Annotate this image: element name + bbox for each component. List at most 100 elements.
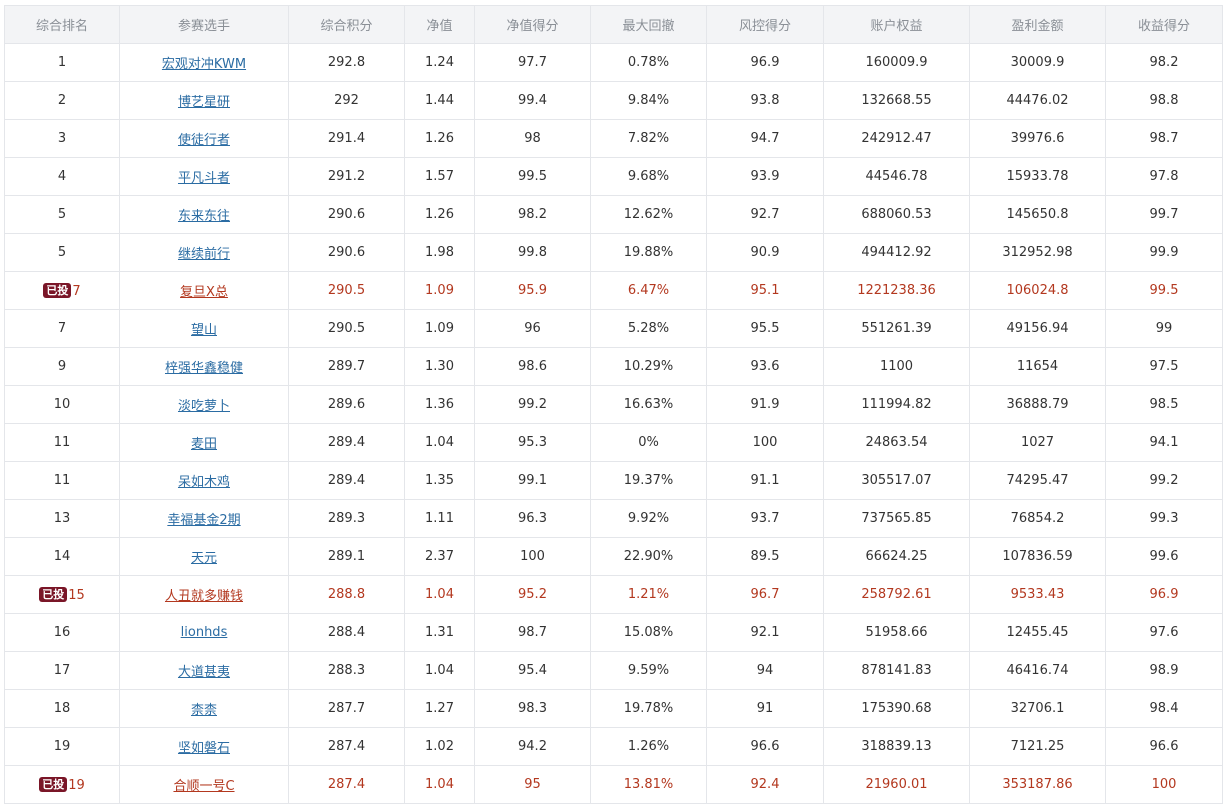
profit-cell: 15933.78 [969, 157, 1106, 196]
nav-score-cell: 95.3 [474, 423, 591, 462]
player-cell: 淡吃萝卜 [119, 385, 289, 424]
nav-cell: 1.09 [404, 271, 475, 310]
equity-cell: 160009.9 [823, 43, 970, 82]
profit-cell: 312952.98 [969, 233, 1106, 272]
player-link[interactable]: 麦田 [190, 437, 217, 452]
nav-score-cell: 99.8 [474, 233, 591, 272]
header-score[interactable]: 综合积分 [288, 5, 405, 44]
player-cell: 梓强华鑫稳健 [119, 347, 289, 386]
score-cell: 291.4 [288, 119, 405, 158]
rank-value: 5 [57, 245, 67, 260]
player-link[interactable]: 博艺星研 [177, 95, 230, 110]
header-player[interactable]: 参赛选手 [119, 5, 289, 44]
player-link[interactable]: 合顺一号C [173, 779, 235, 794]
rank-value: 14 [53, 549, 71, 564]
profit-cell: 36888.79 [969, 385, 1106, 424]
max-drawdown-cell: 1.26% [590, 727, 707, 766]
risk-score-cell: 92.4 [706, 765, 824, 804]
score-cell: 290.6 [288, 233, 405, 272]
score-cell: 289.7 [288, 347, 405, 386]
max-drawdown-cell: 0% [590, 423, 707, 462]
player-link[interactable]: 宏观对冲KWM [161, 57, 247, 72]
return-score-cell: 94.1 [1105, 423, 1223, 462]
risk-score-cell: 92.7 [706, 195, 824, 234]
nav-score-cell: 99.4 [474, 81, 591, 120]
player-cell: 博艺星研 [119, 81, 289, 120]
player-cell: 平凡斗者 [119, 157, 289, 196]
equity-cell: 551261.39 [823, 309, 970, 348]
profit-cell: 145650.8 [969, 195, 1106, 234]
max-drawdown-cell: 10.29% [590, 347, 707, 386]
player-link[interactable]: 望山 [190, 323, 217, 338]
player-link[interactable]: 幸福基金2期 [167, 513, 241, 528]
score-cell: 289.4 [288, 423, 405, 462]
table-body: 1 宏观对冲KWM 292.8 1.24 97.7 0.78% 96.9 160009.9 30… [4, 43, 1223, 804]
header-profit[interactable]: 盈利金额 [969, 5, 1106, 44]
table-row: 5 继续前行 290.6 1.98 99.8 19.88% 90.9 494412.92 312… [4, 233, 1223, 272]
table-row: 13 幸福基金2期 289.3 1.11 96.3 9.92% 93.7 737565.85 7… [4, 499, 1223, 538]
return-score-cell: 99.9 [1105, 233, 1223, 272]
header-equity[interactable]: 账户权益 [823, 5, 970, 44]
player-link[interactable]: 东来东往 [177, 209, 230, 224]
header-rank[interactable]: 综合排名 [4, 5, 120, 44]
header-risk-score[interactable]: 风控得分 [706, 5, 824, 44]
player-cell: 柰柰 [119, 689, 289, 728]
equity-cell: 1221238.36 [823, 271, 970, 310]
equity-cell: 24863.54 [823, 423, 970, 462]
risk-score-cell: 96.7 [706, 575, 824, 614]
table-row: 已投 15 人丑就多赚钱 288.8 1.04 95.2 1.21% 96.7 258792.6… [4, 575, 1223, 614]
player-link[interactable]: 使徒行者 [177, 133, 230, 148]
profit-cell: 12455.45 [969, 613, 1106, 652]
player-link[interactable]: 大道甚夷 [177, 665, 230, 680]
player-link[interactable]: 平凡斗者 [177, 171, 230, 186]
player-link[interactable]: 梓强华鑫稳健 [164, 361, 243, 376]
player-link[interactable]: 复旦X总 [180, 285, 228, 300]
player-link[interactable]: lionhds [180, 625, 228, 640]
rank-value: 9 [57, 359, 67, 374]
nav-score-cell: 100 [474, 537, 591, 576]
equity-cell: 688060.53 [823, 195, 970, 234]
player-link[interactable]: 柰柰 [190, 703, 217, 718]
rank-value: 11 [53, 435, 71, 450]
nav-score-cell: 98 [474, 119, 591, 158]
return-score-cell: 98.7 [1105, 119, 1223, 158]
rank-cell: 5 [4, 233, 120, 272]
profit-cell: 353187.86 [969, 765, 1106, 804]
player-cell: 使徒行者 [119, 119, 289, 158]
nav-cell: 1.27 [404, 689, 475, 728]
header-nav-score[interactable]: 净值得分 [474, 5, 591, 44]
score-cell: 292 [288, 81, 405, 120]
return-score-cell: 99.7 [1105, 195, 1223, 234]
max-drawdown-cell: 19.88% [590, 233, 707, 272]
risk-score-cell: 91.1 [706, 461, 824, 500]
player-link[interactable]: 呆如木鸡 [177, 475, 230, 490]
max-drawdown-cell: 9.68% [590, 157, 707, 196]
rank-value: 7 [57, 321, 67, 336]
player-link[interactable]: 坚如磐石 [177, 741, 230, 756]
profit-cell: 1027 [969, 423, 1106, 462]
rank-cell: 4 [4, 157, 120, 196]
risk-score-cell: 96.9 [706, 43, 824, 82]
max-drawdown-cell: 13.81% [590, 765, 707, 804]
score-cell: 289.1 [288, 537, 405, 576]
header-return-score[interactable]: 收益得分 [1105, 5, 1223, 44]
header-nav[interactable]: 净值 [404, 5, 475, 44]
rank-value: 11 [53, 473, 71, 488]
player-cell: 复旦X总 [119, 271, 289, 310]
nav-cell: 1.24 [404, 43, 475, 82]
player-link[interactable]: 天元 [190, 551, 217, 566]
rank-value: 10 [53, 397, 71, 412]
player-cell: 宏观对冲KWM [119, 43, 289, 82]
player-link[interactable]: 淡吃萝卜 [177, 399, 230, 414]
equity-cell: 258792.61 [823, 575, 970, 614]
score-cell: 290.6 [288, 195, 405, 234]
nav-cell: 1.35 [404, 461, 475, 500]
player-link[interactable]: 继续前行 [177, 247, 230, 262]
player-link[interactable]: 人丑就多赚钱 [164, 589, 243, 604]
player-cell: 呆如木鸡 [119, 461, 289, 500]
nav-cell: 2.37 [404, 537, 475, 576]
rank-value: 7 [72, 283, 81, 299]
rank-cell: 5 [4, 195, 120, 234]
table-row: 18 柰柰 287.7 1.27 98.3 19.78% 91 175390.68 32706.… [4, 689, 1223, 728]
header-max-drawdown[interactable]: 最大回撤 [590, 5, 707, 44]
